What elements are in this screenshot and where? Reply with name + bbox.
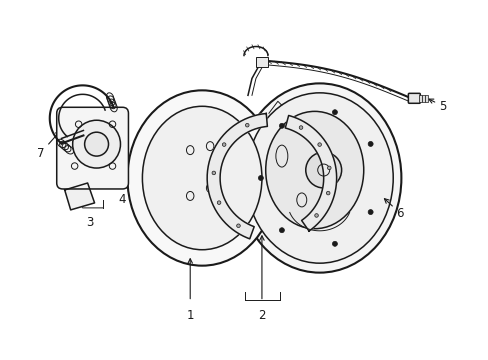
Text: 2: 2 (258, 310, 265, 323)
Text: 3: 3 (86, 216, 93, 229)
Ellipse shape (265, 111, 363, 229)
Circle shape (299, 126, 302, 129)
Circle shape (367, 210, 372, 215)
Text: 1: 1 (186, 310, 194, 323)
Circle shape (236, 224, 240, 228)
Circle shape (222, 143, 225, 147)
FancyBboxPatch shape (255, 58, 267, 67)
Circle shape (258, 176, 263, 180)
Circle shape (73, 120, 120, 168)
Ellipse shape (245, 93, 392, 263)
Polygon shape (207, 113, 267, 239)
FancyBboxPatch shape (421, 95, 425, 102)
Circle shape (367, 141, 372, 147)
FancyBboxPatch shape (418, 95, 422, 102)
Ellipse shape (238, 84, 401, 273)
Circle shape (314, 214, 318, 217)
FancyBboxPatch shape (424, 95, 427, 102)
FancyBboxPatch shape (407, 93, 420, 103)
Circle shape (332, 241, 337, 246)
Circle shape (279, 123, 284, 128)
Text: 5: 5 (439, 100, 446, 113)
Circle shape (317, 143, 321, 147)
Circle shape (279, 228, 284, 233)
Circle shape (332, 110, 337, 115)
Text: 7: 7 (37, 147, 44, 159)
Text: 4: 4 (119, 193, 126, 206)
Ellipse shape (127, 90, 276, 266)
Circle shape (325, 191, 329, 195)
Ellipse shape (142, 106, 262, 250)
Circle shape (212, 171, 215, 175)
Circle shape (327, 166, 330, 170)
Circle shape (245, 123, 248, 127)
Circle shape (217, 201, 221, 204)
Circle shape (305, 152, 341, 188)
FancyBboxPatch shape (57, 107, 128, 189)
Text: 6: 6 (395, 207, 402, 220)
Polygon shape (285, 116, 336, 231)
Circle shape (84, 132, 108, 156)
Polygon shape (64, 183, 94, 210)
